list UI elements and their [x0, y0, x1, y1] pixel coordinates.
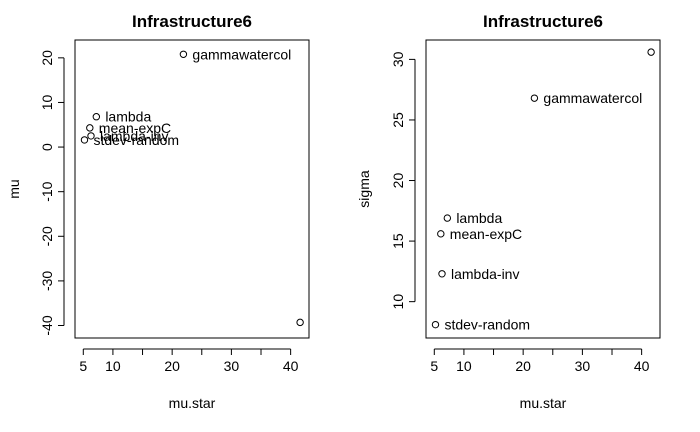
data-point	[647, 48, 655, 56]
y-tick-label: 10	[39, 94, 55, 110]
x-tick-label: 10	[456, 358, 472, 374]
point-label: lambda-inv	[451, 266, 519, 282]
y-tick-label: -10	[39, 181, 55, 201]
x-axis: 5 10 20 30 40	[79, 348, 299, 374]
plot-frame	[74, 39, 310, 339]
x-axis-label: mu.star	[520, 395, 567, 411]
data-point	[296, 318, 304, 327]
y-tick-label: 20	[39, 50, 55, 66]
data-point	[86, 124, 94, 132]
point-label: lambda	[456, 210, 502, 226]
y-tick-label: -40	[39, 315, 55, 335]
y-tick-label: 25	[390, 112, 406, 128]
x-tick-label: 20	[164, 358, 180, 374]
data-point	[437, 230, 445, 238]
point-label: mean-expC	[450, 226, 522, 242]
point-label: mean-expC	[99, 120, 171, 136]
x-axis: 5 10 20 30 40	[430, 348, 650, 374]
chart-title: Infrastructure6	[132, 12, 252, 31]
data-point	[438, 270, 446, 278]
x-tick-label: 20	[515, 358, 531, 374]
data-point	[179, 50, 188, 58]
y-axis: 10 15 20 25 30	[390, 51, 416, 310]
y-tick-label: 15	[390, 233, 406, 249]
data-point	[87, 132, 95, 140]
y-tick-label: -30	[39, 271, 55, 291]
y-axis-label: mu	[6, 179, 22, 198]
x-tick-label: 5	[79, 358, 87, 374]
data-point	[443, 214, 452, 222]
data-point	[530, 94, 539, 102]
chart-title: Infrastructure6	[483, 12, 603, 31]
point-label: gammawatercol	[192, 46, 291, 62]
y-tick-label: 20	[390, 173, 406, 189]
plot-frame	[425, 39, 661, 339]
point-label: lambda-inv	[100, 128, 168, 144]
x-axis-label: mu.star	[169, 395, 216, 411]
data-point	[431, 320, 440, 329]
y-axis: -40 -30 -20 -10 0 10 20	[39, 50, 65, 336]
x-tick-label: 30	[575, 358, 591, 374]
x-tick-label: 30	[224, 358, 240, 374]
data-point	[92, 113, 101, 121]
chart-panel-sigma: Infrastructure6 mu.star sigma 5 10 20 30 40 …	[356, 12, 661, 411]
x-tick-label: 40	[283, 358, 299, 374]
data-point	[80, 136, 89, 144]
point-label: gammawatercol	[543, 90, 642, 106]
y-tick-label: 0	[39, 143, 55, 151]
point-label: stdev-random	[93, 132, 179, 148]
point-label: stdev-random	[444, 317, 530, 333]
y-axis-label: sigma	[356, 170, 372, 208]
x-tick-label: 10	[105, 358, 121, 374]
y-tick-label: 30	[390, 51, 406, 67]
y-tick-label: -20	[39, 226, 55, 246]
points-layer: gammawatercol lambdamean-expClambda-invst…	[80, 46, 304, 327]
point-label: lambda	[105, 109, 151, 125]
x-tick-label: 5	[430, 358, 438, 374]
chart-panel-mu: Infrastructure6 mu.star mu 5 10 20 30 40 -40…	[6, 12, 310, 411]
x-tick-label: 40	[634, 358, 650, 374]
y-tick-label: 10	[390, 294, 406, 310]
